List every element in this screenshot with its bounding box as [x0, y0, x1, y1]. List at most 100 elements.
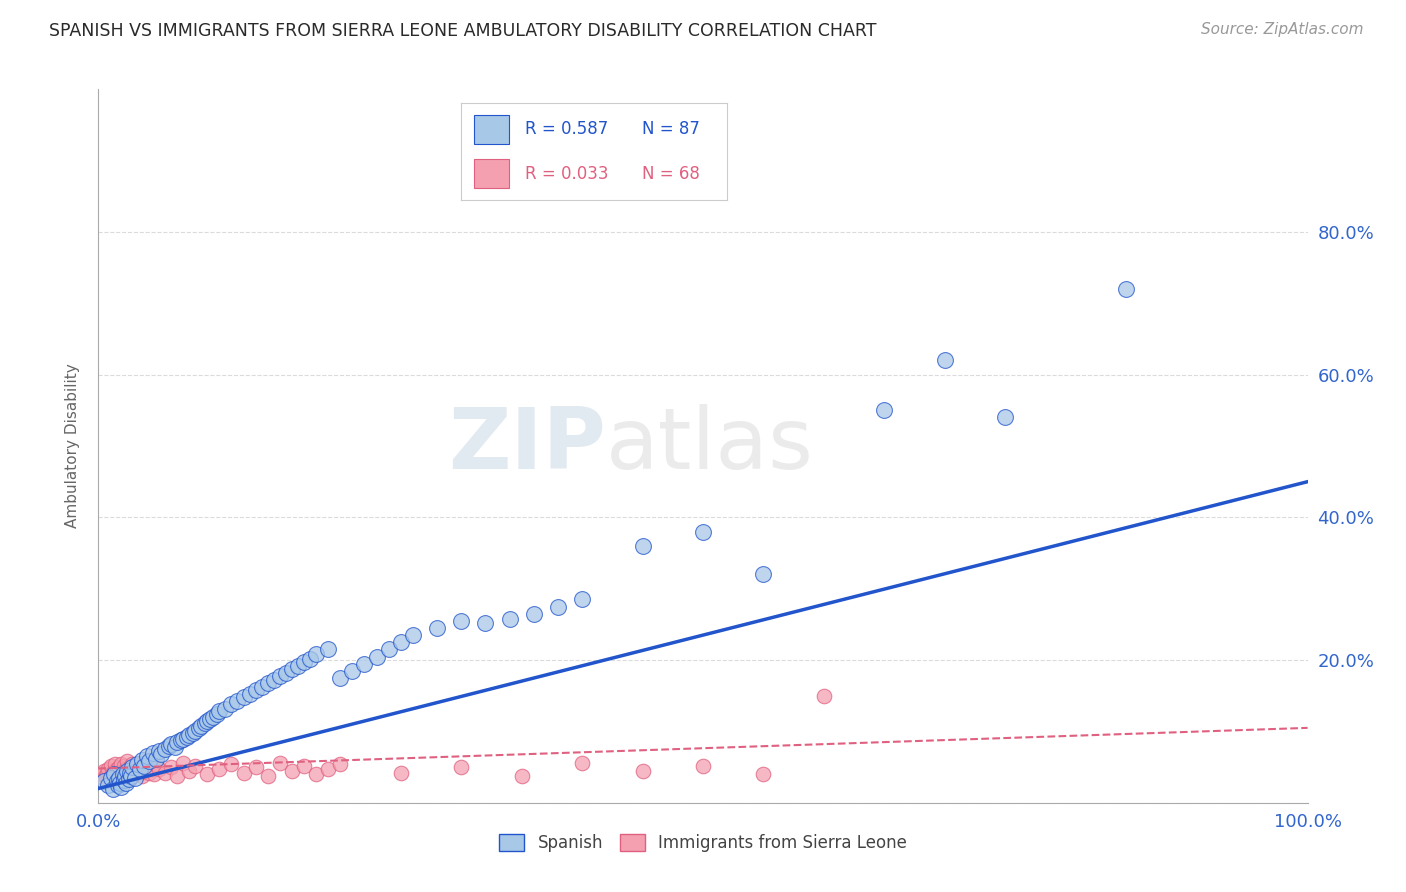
Point — [107, 765, 129, 780]
Point — [305, 767, 328, 781]
Point — [153, 742, 176, 756]
Point — [450, 760, 472, 774]
Point — [172, 756, 194, 770]
Point — [118, 765, 141, 780]
Point — [127, 756, 149, 771]
Point — [221, 698, 243, 712]
Point — [97, 762, 120, 776]
Point — [389, 765, 412, 780]
Point — [450, 614, 472, 628]
Point — [166, 735, 188, 749]
Point — [110, 780, 132, 794]
Point — [160, 760, 183, 774]
Point — [128, 765, 150, 780]
Point — [239, 687, 262, 701]
Point — [148, 744, 170, 758]
Point — [118, 760, 141, 774]
Point — [108, 760, 131, 774]
Point — [221, 756, 243, 771]
Point — [135, 749, 157, 764]
Point — [245, 760, 267, 774]
Point — [93, 764, 115, 778]
Point — [181, 726, 204, 740]
Point — [115, 776, 138, 790]
Point — [101, 781, 124, 796]
Point — [127, 756, 149, 771]
Text: atlas: atlas — [606, 404, 814, 488]
Point — [934, 353, 956, 368]
Point — [366, 649, 388, 664]
Point — [94, 769, 117, 783]
Point — [112, 772, 135, 787]
Point — [176, 730, 198, 744]
Point — [208, 705, 231, 719]
Point — [112, 758, 135, 772]
Point — [91, 771, 114, 785]
Point — [195, 714, 218, 728]
Point — [103, 767, 125, 781]
Point — [256, 769, 278, 783]
Point — [122, 764, 145, 778]
Point — [195, 767, 218, 781]
Point — [100, 767, 122, 781]
Point — [127, 762, 149, 776]
Point — [813, 689, 835, 703]
Point — [281, 662, 304, 676]
Point — [179, 764, 201, 779]
Text: Source: ZipAtlas.com: Source: ZipAtlas.com — [1201, 22, 1364, 37]
Text: SPANISH VS IMMIGRANTS FROM SIERRA LEONE AMBULATORY DISABILITY CORRELATION CHART: SPANISH VS IMMIGRANTS FROM SIERRA LEONE … — [49, 22, 877, 40]
Point — [631, 764, 654, 779]
Point — [571, 592, 593, 607]
Point — [132, 756, 155, 770]
Point — [752, 767, 775, 781]
Point — [134, 758, 156, 772]
Point — [232, 765, 254, 780]
Point — [110, 756, 132, 771]
Point — [135, 760, 157, 774]
Point — [104, 756, 127, 771]
Point — [91, 767, 114, 781]
Point — [752, 567, 775, 582]
Point — [994, 410, 1017, 425]
Point — [118, 772, 141, 787]
Point — [342, 664, 364, 678]
Point — [269, 756, 291, 770]
Point — [1115, 282, 1137, 296]
Point — [134, 764, 156, 779]
Point — [145, 756, 167, 771]
Point — [163, 740, 186, 755]
Point — [124, 771, 146, 785]
Point — [100, 771, 122, 785]
Point — [118, 765, 141, 780]
Point — [402, 628, 425, 642]
Point — [202, 710, 225, 724]
Point — [108, 771, 131, 785]
Point — [873, 403, 896, 417]
Point — [547, 599, 569, 614]
Point — [353, 657, 375, 671]
Point — [142, 746, 165, 760]
Text: ZIP: ZIP — [449, 404, 606, 488]
Point — [329, 671, 352, 685]
Point — [172, 731, 194, 746]
Point — [316, 762, 339, 776]
Point — [145, 751, 167, 765]
Point — [148, 762, 170, 776]
Point — [256, 676, 278, 690]
Point — [198, 712, 221, 726]
Point — [631, 539, 654, 553]
Point — [692, 524, 714, 539]
Point — [377, 642, 399, 657]
Point — [111, 764, 134, 778]
Point — [245, 683, 267, 698]
Point — [169, 733, 191, 747]
Point — [98, 771, 121, 785]
Point — [205, 706, 228, 721]
Point — [329, 756, 352, 771]
Point — [143, 767, 166, 781]
Point — [141, 762, 163, 776]
Point — [692, 758, 714, 772]
Point — [299, 651, 322, 665]
Point — [157, 739, 180, 753]
Point — [226, 694, 249, 708]
